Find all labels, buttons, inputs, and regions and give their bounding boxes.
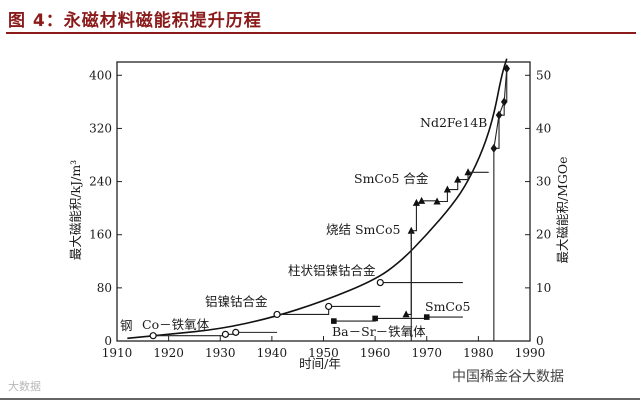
x-tick-label: 1980	[463, 346, 494, 360]
annotations: 钢 Co－铁氧体 铝镍钴合金 柱状铝镍钴合金 Ba－Sr－铁氧体 SmCo5 烧结 SmCo…	[120, 115, 487, 339]
x-tick-label: 1920	[153, 346, 184, 360]
y-tick-label-right: 40	[536, 121, 551, 135]
data-point-triangle	[417, 196, 426, 204]
y-axis-title-left: 最大磁能积/kJ/m³	[68, 160, 83, 260]
annotation-label: 钢	[120, 318, 133, 333]
series-line	[277, 305, 381, 315]
data-point-triangle	[464, 168, 472, 176]
data-point-square	[372, 315, 378, 322]
y-tick-label-left: 0	[104, 334, 112, 348]
y-tick-label-left: 400	[89, 68, 112, 82]
watermark-right: 中国稀金谷大数据	[452, 369, 564, 385]
x-tick-label: 1950	[308, 346, 339, 360]
ndfeb-step-2	[498, 101, 505, 116]
bottom-divider	[0, 398, 640, 400]
title-divider	[6, 32, 636, 34]
annotation-label: 铝镍钴合金	[205, 294, 268, 309]
title-bar: 图 4：永磁材料磁能积提升历程	[0, 0, 640, 34]
data-point-circle	[221, 330, 230, 338]
ndfeb-step-1	[493, 115, 500, 149]
x-tick-label: 1940	[257, 346, 288, 360]
y-tick-label-left: 320	[89, 121, 112, 135]
y-tick-label-right: 50	[536, 68, 551, 82]
data-point-triangle	[407, 226, 415, 234]
data-point-circle	[273, 310, 281, 319]
data-point-circle	[232, 328, 240, 336]
data-point-triangle	[402, 310, 410, 318]
data-point-square	[331, 318, 337, 324]
annotation-label: Co－铁氧体	[142, 317, 210, 332]
ndfeb-step-3	[503, 68, 508, 102]
x-tick-label: 1970	[411, 346, 442, 360]
energy-product-chart: 1910 1920 1930 1940 1950 1960 1970 1980 19900801…	[68, 58, 570, 370]
trend-line	[127, 58, 508, 340]
annotation-label: 烧结 SmCo5	[326, 222, 400, 237]
data-point-circle	[325, 302, 333, 311]
axes: 1910 1920 1930 1940 1950 1960 1970 1980 19900801…	[89, 61, 551, 360]
y-tick-label-left: 80	[97, 281, 112, 295]
y-tick-label-left: 240	[89, 175, 112, 189]
data-point-triangle	[454, 175, 462, 183]
data-point-triangle	[443, 185, 451, 193]
series-line	[437, 171, 489, 203]
y-tick-label-right: 0	[536, 334, 544, 348]
y-tick-label-right: 30	[536, 175, 551, 189]
data-point-circle	[149, 332, 157, 340]
series-line	[333, 316, 463, 322]
data-point-square	[423, 314, 430, 320]
annotation-label: SmCo5 合金	[354, 171, 429, 186]
annotation-label: SmCo5	[425, 299, 470, 314]
data-point-triangle	[433, 197, 441, 205]
y-axis-title-right: 最大磁能积/MGOe	[555, 156, 570, 263]
x-axis-title: 时间/年	[299, 356, 341, 370]
x-tick-label: 1960	[360, 346, 391, 360]
data-series	[149, 64, 510, 341]
y-tick-label-left: 160	[89, 228, 112, 242]
y-tick-label-right: 10	[536, 281, 551, 295]
trend-curve	[127, 58, 508, 340]
y-tick-label-right: 20	[536, 228, 551, 242]
annotation-label: 柱状铝镍钴合金	[288, 263, 376, 278]
annotation-label: Ba－Sr－铁氧体	[332, 324, 426, 339]
data-point-triangle	[412, 198, 421, 206]
data-point-circle	[376, 278, 384, 287]
watermark-left: 大数据	[8, 380, 41, 393]
x-tick-label: 1910	[102, 346, 133, 360]
x-tick-label: 1930	[205, 346, 236, 360]
figure-title: 图 4：永磁材料磁能积提升历程	[8, 11, 262, 31]
x-tick-label: 1990	[515, 346, 546, 360]
annotation-label: Nd2Fe14B	[420, 115, 487, 130]
